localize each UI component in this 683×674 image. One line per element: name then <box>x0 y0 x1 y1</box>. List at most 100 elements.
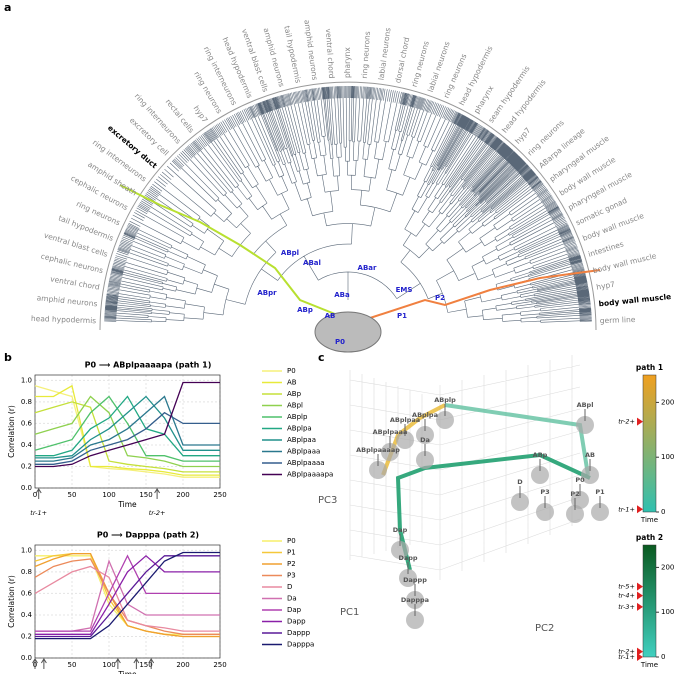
legend-label: P0 <box>287 537 296 545</box>
legend-label: Dap <box>287 606 302 614</box>
node-label: P2 <box>570 490 579 498</box>
series-line <box>34 385 220 478</box>
legend-label: Da <box>287 595 297 603</box>
y-tick-label: 0.2 <box>21 632 32 640</box>
embryo <box>314 311 382 353</box>
axis-label: PC2 <box>535 623 554 634</box>
y-tick-label: 0.4 <box>21 441 33 449</box>
y-tick-label: 0.4 <box>21 611 33 619</box>
node-label: ABplp <box>434 396 456 404</box>
tick-label: 200 <box>661 398 674 406</box>
y-tick-label: 0.8 <box>21 568 32 576</box>
plot-frame <box>34 374 221 489</box>
tissue-label: intestines <box>587 239 625 259</box>
marker-label: tr-3+ <box>618 603 635 611</box>
x-tick-label: 150 <box>139 491 152 499</box>
series-line <box>35 555 220 635</box>
series-line <box>35 395 220 457</box>
cell-node <box>511 493 529 511</box>
node-label: Dappp <box>403 576 427 584</box>
tree-rim <box>99 81 597 331</box>
tissue-label: amphid neurons <box>36 293 98 308</box>
colorbar-label: Time <box>640 516 658 524</box>
legend-label: ABplpaa <box>287 436 316 444</box>
annotation-arrow <box>133 658 140 669</box>
node-label: AB <box>585 451 595 459</box>
node-label: ABar <box>358 264 377 272</box>
x-tick-label: 200 <box>176 661 189 669</box>
legend-label: ABplp <box>287 413 308 421</box>
node-label: AB <box>325 312 336 320</box>
series-line <box>35 395 220 462</box>
annotation-label: tr-2+ <box>149 509 166 517</box>
annotation-arrow <box>148 658 155 669</box>
series-line <box>34 552 220 638</box>
series-line <box>35 411 220 465</box>
y-tick-label: 0.0 <box>21 654 32 662</box>
series-line <box>34 395 220 462</box>
tick-label: 200 <box>661 563 674 571</box>
node-label: D <box>517 478 523 486</box>
marker-label: tr-5+ <box>618 583 635 591</box>
node-label: Da <box>420 436 430 444</box>
y-tick-label: 0.0 <box>21 484 32 492</box>
x-axis-label: Time <box>117 500 137 509</box>
legend-label: ABp <box>287 390 302 398</box>
cell-node <box>396 431 414 449</box>
x-tick-label: 250 <box>213 661 226 669</box>
cell-node <box>536 503 554 521</box>
series-line <box>35 554 220 632</box>
tick-label: 100 <box>661 608 674 616</box>
annotation-label: tr-1+ <box>30 509 47 517</box>
colorbar <box>642 374 657 513</box>
node-label: P1 <box>595 488 605 496</box>
tissue-label: head hypodermis <box>500 78 548 135</box>
series-line <box>35 551 220 640</box>
cell-node <box>391 541 409 559</box>
cell-node <box>399 569 417 587</box>
x-tick-label: 250 <box>213 491 226 499</box>
x-tick-label: 50 <box>68 661 77 669</box>
cell-node <box>416 426 434 444</box>
marker-label: tr-2+ <box>618 648 635 656</box>
legend-label: ABplpa <box>287 425 312 433</box>
series-line <box>34 565 220 632</box>
legend-label: Dappp <box>287 629 311 637</box>
cell-node <box>531 466 549 484</box>
y-tick-label: 0.8 <box>21 398 32 406</box>
node-label: ABplpaaa <box>373 428 408 436</box>
x-tick-label: 100 <box>102 491 115 499</box>
marker <box>637 602 643 611</box>
tissue-label: seam hypodermis <box>486 64 531 124</box>
legend-label: P2 <box>287 560 296 568</box>
tissue-label: ring neurons <box>360 31 372 79</box>
x-tick-label: 200 <box>176 491 189 499</box>
tissue-label: labial neurons <box>377 27 393 81</box>
tree-branches <box>104 85 592 323</box>
series-line <box>34 401 220 473</box>
y-axis-label: Correlation (r) <box>7 405 16 458</box>
marker-label: tr-4+ <box>618 592 635 600</box>
legend-label: P1 <box>287 549 296 557</box>
colorbar-title: path 1 <box>636 363 663 372</box>
tissue-label: ventral chord <box>50 274 101 291</box>
cell-node <box>369 461 387 479</box>
marker-label: tr-2+ <box>618 418 635 426</box>
tissue-label: germ line <box>600 315 636 325</box>
tissue-label: pharynx <box>343 47 352 78</box>
node-label: P2 <box>435 294 445 302</box>
annotation-arrow <box>32 658 38 669</box>
node-label: ABplpaa <box>390 416 420 424</box>
node-label: EMS <box>396 286 413 294</box>
marker <box>637 653 643 661</box>
y-tick-label: 0.6 <box>21 419 33 427</box>
marker <box>637 647 643 656</box>
node-label: ABplpaaaap <box>356 446 400 454</box>
colorbar <box>642 544 657 658</box>
cell-node <box>416 451 434 469</box>
node-label: P0 <box>335 338 345 346</box>
tissue-label: hyp7 <box>513 126 532 146</box>
marker <box>637 505 643 514</box>
node-label: ABp <box>533 451 548 459</box>
